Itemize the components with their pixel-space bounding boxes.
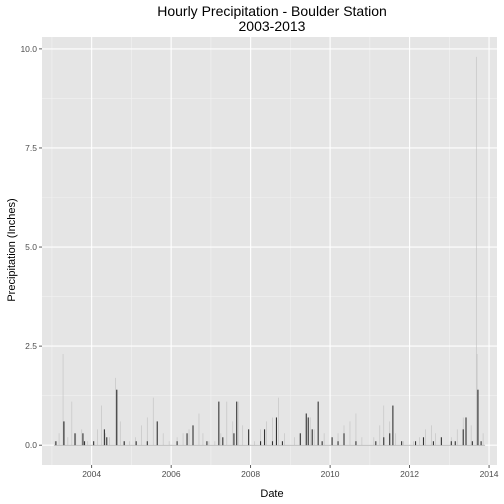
x-tick-label: 2012 <box>400 469 419 479</box>
y-tick-label: 10.0 <box>20 44 37 54</box>
plot-panel <box>42 37 497 465</box>
y-tick-label: 2.5 <box>25 341 37 351</box>
y-tick-label: 5.0 <box>25 242 37 252</box>
x-tick-label: 2004 <box>82 469 101 479</box>
x-tick-label: 2014 <box>480 469 499 479</box>
x-tick-label: 2010 <box>321 469 340 479</box>
x-tick-label: 2006 <box>162 469 181 479</box>
y-tick-label: 7.5 <box>25 143 37 153</box>
y-tick-label: 0.0 <box>25 440 37 450</box>
x-axis-title: Date <box>260 488 283 500</box>
y-axis-title: Precipitation (Inches) <box>6 198 18 301</box>
chart-subtitle: 2003-2013 <box>239 18 306 34</box>
x-tick-label: 2008 <box>241 469 260 479</box>
chart-title: Hourly Precipitation - Boulder Station <box>157 3 387 19</box>
